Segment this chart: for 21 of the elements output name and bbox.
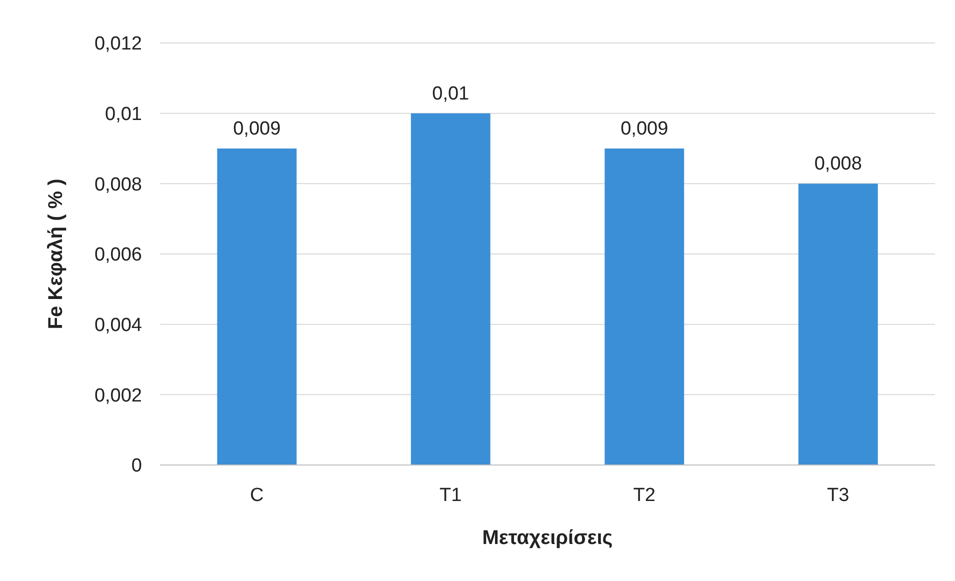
y-tick-label: 0,01 [105,104,142,125]
y-tick-label: 0,008 [94,174,142,196]
y-tick-label: 0,012 [94,34,142,55]
data-label: 0,01 [432,83,470,104]
data-label: 0,009 [233,118,281,140]
x-tick-label: T1 [440,485,462,506]
y-tick-label: 0,006 [94,244,142,266]
y-tick-label: 0 [131,456,142,477]
y-tick-label: 0,002 [94,385,142,406]
bar [217,148,297,465]
y-tick-label: 0,004 [94,314,142,336]
bar [798,184,878,465]
x-axis-title: Μεταχειρίσεις [482,527,613,549]
x-tick-label: T3 [827,485,850,506]
x-tick-label: T2 [633,485,656,506]
bar [604,148,684,465]
data-label: 0,008 [814,154,862,175]
data-label: 0,009 [620,118,668,140]
bar [410,113,490,465]
y-axis-title: Fe Κεφαλή ( % ) [45,178,67,330]
x-tick-label: C [250,485,264,506]
